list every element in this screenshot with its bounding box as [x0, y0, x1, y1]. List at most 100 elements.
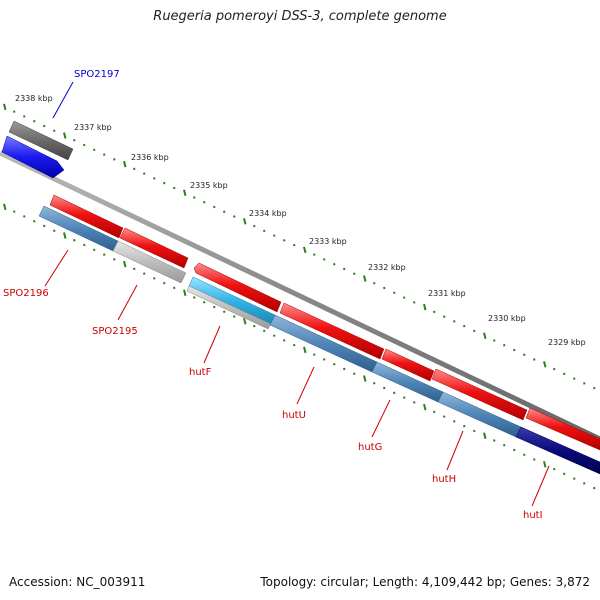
scale-tick [313, 253, 316, 256]
scale-tick [13, 110, 16, 113]
leader-hutg [371, 399, 391, 438]
scale-tick [123, 160, 127, 168]
genome-backbone [0, 150, 600, 442]
scale-tick [333, 362, 336, 366]
scale-tick [113, 158, 116, 161]
scale-tick [483, 332, 487, 339]
scale-tick [213, 205, 216, 209]
scale-tick [223, 210, 226, 214]
scale-tick [583, 382, 586, 385]
scale-tick [253, 324, 256, 328]
scale-tick [253, 224, 256, 228]
topology-label: Topology: circular; Length: 4,109,442 bp… [260, 575, 590, 589]
scale-tick [363, 375, 367, 382]
scale-label-2329: 2329 kbp [548, 338, 586, 347]
scale-tick [393, 291, 396, 295]
scale-label-2335: 2335 kbp [190, 181, 228, 190]
scale-tick [453, 320, 456, 323]
scale-tick [23, 115, 26, 118]
scale-tick [433, 410, 436, 414]
scale-tick [233, 215, 236, 218]
scale-tick [173, 186, 176, 190]
gene-forward-2[interactable] [119, 227, 189, 269]
scale-tick [3, 203, 7, 211]
scale-tick [63, 132, 67, 139]
scale-tick [353, 372, 356, 375]
leader-hutu [296, 366, 315, 405]
accession-label: Accession: NC_003911 [9, 575, 146, 589]
scale-tick [83, 143, 86, 147]
scale-tick [423, 303, 427, 311]
scale-tick [343, 367, 346, 371]
gene-hutf-lower[interactable] [186, 285, 272, 330]
gene-forward-3[interactable] [193, 262, 282, 313]
scale-tick [273, 234, 276, 237]
scale-tick [393, 391, 396, 395]
label-hutf[interactable]: hutF [189, 367, 212, 378]
scale-tick [93, 148, 96, 152]
leader-huth [446, 430, 464, 471]
scale-tick [13, 210, 16, 213]
scale-tick [463, 424, 466, 428]
scale-tick [403, 296, 406, 299]
scale-tick [503, 443, 506, 447]
scale-tick [113, 258, 116, 261]
leader-huti [531, 465, 550, 507]
scale-tick [453, 420, 456, 423]
scale-tick [123, 260, 127, 268]
scale-tick [563, 472, 566, 476]
scale-ticks-outer [3, 103, 596, 390]
gene-spo2197-upper[interactable] [8, 120, 74, 161]
scale-tick [273, 334, 276, 337]
scale-ticks-inner [3, 203, 596, 490]
scale-tick [323, 358, 326, 361]
scale-tick [473, 429, 476, 433]
scale-tick [593, 486, 596, 490]
label-huth[interactable]: hutH [432, 474, 456, 485]
gene-spo2195[interactable] [112, 240, 187, 284]
scale-tick [103, 153, 106, 156]
scale-tick [173, 286, 176, 290]
scale-tick [293, 343, 296, 347]
scale-tick [473, 329, 476, 333]
scale-tick [323, 258, 326, 261]
gene-spo2197[interactable] [1, 135, 65, 179]
scale-label-2336: 2336 kbp [131, 153, 169, 162]
label-spo2196[interactable]: SPO2196 [3, 288, 49, 299]
gene-forward-6[interactable] [431, 368, 528, 421]
scale-tick [523, 453, 526, 457]
scale-tick [383, 386, 386, 390]
label-hutu[interactable]: hutU [282, 410, 306, 421]
label-spo2195[interactable]: SPO2195 [92, 326, 138, 337]
scale-tick [543, 461, 547, 468]
scale-tick [83, 243, 86, 247]
scale-tick [443, 315, 446, 318]
gene-forward-1[interactable] [49, 194, 124, 239]
label-huti[interactable]: hutI [523, 510, 543, 521]
scale-tick [413, 301, 416, 304]
gene-labels: SPO2197 SPO2196 SPO2195 hutF hutU hutG h… [3, 69, 543, 521]
gene-forward-7[interactable] [525, 407, 600, 451]
scale-tick [133, 267, 136, 271]
scale-tick [133, 167, 136, 171]
scale-tick [363, 275, 367, 282]
scale-tick [403, 396, 406, 399]
label-spo2197[interactable]: SPO2197 [74, 69, 120, 80]
scale-tick [463, 324, 466, 328]
scale-tick [283, 239, 286, 242]
scale-tick [263, 329, 266, 333]
gene-forward-5[interactable] [381, 348, 435, 382]
scale-tick [233, 315, 236, 318]
gene-forward-4[interactable] [279, 302, 385, 360]
label-hutg[interactable]: hutG [358, 442, 382, 453]
scale-tick [483, 432, 487, 439]
gene-huti[interactable] [515, 426, 600, 475]
leader-spo2197 [52, 81, 74, 119]
scale-tick [583, 482, 586, 485]
scale-tick [63, 232, 67, 239]
scale-tick [263, 229, 266, 233]
scale-tick [573, 377, 576, 380]
scale-tick [3, 103, 7, 111]
scale-tick [143, 272, 146, 275]
scale-tick [553, 367, 556, 371]
